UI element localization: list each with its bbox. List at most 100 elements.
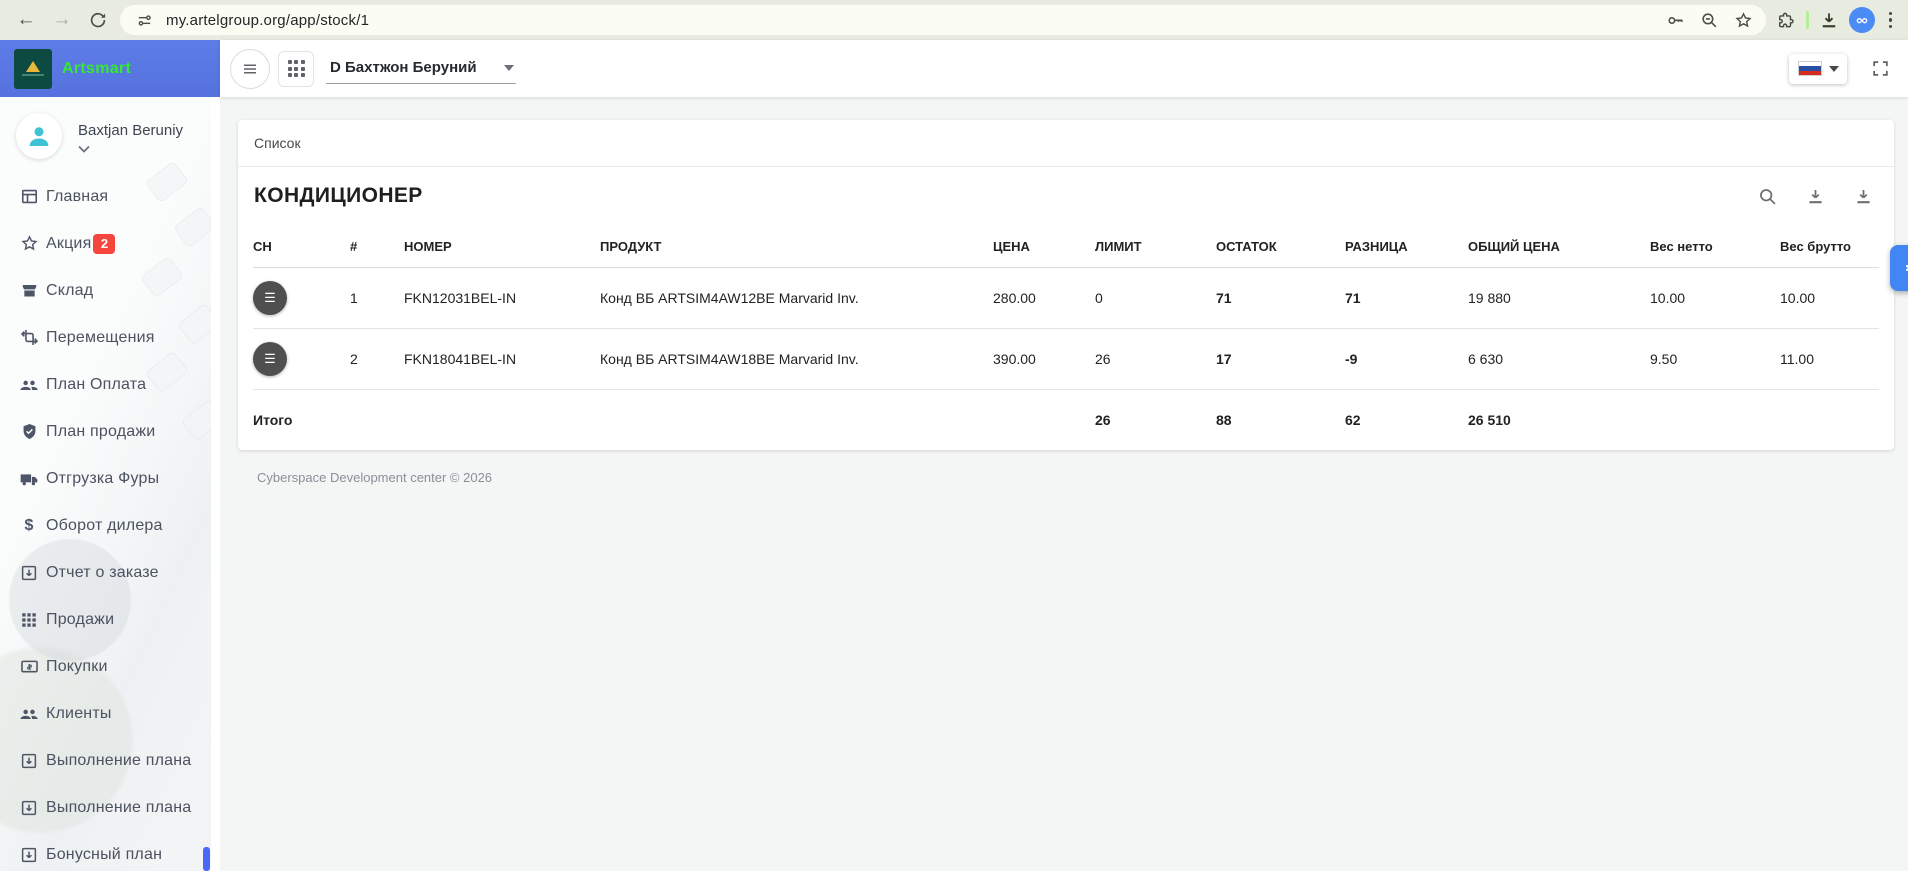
- col-cena: ЦЕНА: [993, 225, 1095, 268]
- browser-toolbar: ← → my.artelgroup.org/app/stock/1: [0, 0, 1908, 40]
- col-ostatok: ОСТАТОК: [1216, 225, 1345, 268]
- user-block[interactable]: Baxtjan Beruniy: [0, 97, 220, 165]
- language-select[interactable]: [1789, 53, 1847, 84]
- people-icon: [19, 704, 39, 724]
- totals-row: Итого 26 88 62 26 510: [253, 390, 1879, 450]
- warehouse-select[interactable]: D Бахтжон Беруний: [326, 53, 516, 84]
- report-icon: [19, 845, 39, 865]
- col-ves-netto: Вес нетто: [1650, 225, 1780, 268]
- fullscreen-icon[interactable]: [1871, 59, 1890, 78]
- col-limit: ЛИМИТ: [1095, 225, 1216, 268]
- dashboard-icon: [19, 187, 39, 207]
- col-raznica: РАЗНИЦА: [1345, 225, 1468, 268]
- report-icon: [19, 563, 39, 583]
- truck-icon: [19, 469, 39, 489]
- table-row: ☰ 1 FKN12031BEL-IN Конд ВБ ARTSIM4AW12BE…: [253, 267, 1879, 329]
- report-icon: [19, 751, 39, 771]
- akciya-count-badge: 2: [93, 233, 116, 254]
- chevron-down-icon[interactable]: [78, 145, 183, 153]
- totals-limit: 26: [1095, 411, 1111, 428]
- sidebar-item-peremeshcheniya[interactable]: Перемещения: [0, 314, 220, 361]
- sidebar-item-plan-oplata[interactable]: План Оплата: [0, 361, 220, 408]
- table-header-row: СН # НОМЕР ПРОДУКТ ЦЕНА ЛИМИТ ОСТАТОК РА…: [253, 225, 1879, 268]
- shield-check-icon: [19, 422, 39, 442]
- warehouse-select-value: D Бахтжон Беруний: [330, 59, 477, 76]
- page-title: КОНДИЦИОНЕР: [254, 184, 423, 207]
- extensions-puzzle-icon[interactable]: [1774, 8, 1798, 32]
- reload-icon[interactable]: [84, 6, 112, 34]
- stock-table: СН # НОМЕР ПРОДУКТ ЦЕНА ЛИМИТ ОСТАТОК РА…: [253, 225, 1879, 450]
- transfer-icon: [19, 328, 39, 348]
- select-caret-icon: [504, 64, 514, 71]
- user-name: Baxtjan Beruniy: [78, 122, 184, 139]
- user-avatar[interactable]: [16, 113, 62, 159]
- download-xls-icon[interactable]: [1802, 183, 1828, 209]
- forward-arrow-icon[interactable]: →: [52, 9, 72, 30]
- purchase-icon: [19, 657, 39, 677]
- people-icon: [19, 375, 39, 395]
- sidebar-item-pokupki[interactable]: Покупки: [0, 643, 220, 690]
- address-bar[interactable]: my.artelgroup.org/app/stock/1: [120, 5, 1766, 35]
- grid-dots-icon: [19, 610, 39, 630]
- row-actions-button[interactable]: ☰: [253, 342, 287, 376]
- sidebar-item-prodazhi[interactable]: Продажи: [0, 596, 220, 643]
- store-icon: [19, 281, 39, 301]
- dollar-icon: $: [24, 516, 34, 534]
- brand-name: Artsmart: [62, 59, 132, 77]
- remainder-value: 71: [1216, 267, 1345, 329]
- tab-spisok[interactable]: Список: [238, 120, 1894, 167]
- settings-gear-button[interactable]: ⚙: [1890, 245, 1908, 291]
- sidebar-item-otgruzka-fury[interactable]: Отгрузка Фуры: [0, 455, 220, 502]
- menu-dots-icon[interactable]: [1883, 11, 1899, 29]
- footer-copyright: Cyberspace Development center © 2026: [257, 469, 493, 485]
- hamburger-menu-icon[interactable]: [230, 48, 270, 89]
- sidebar-item-klienty[interactable]: Клиенты: [0, 690, 220, 737]
- remainder-value: 17: [1216, 328, 1345, 390]
- sidebar-item-glavnaya[interactable]: Главная: [0, 173, 220, 220]
- bookmark-star-icon[interactable]: [1732, 8, 1756, 32]
- key-icon[interactable]: [1664, 8, 1688, 32]
- download-icon[interactable]: [1817, 8, 1841, 32]
- totals-difference: 62: [1345, 411, 1361, 428]
- sidebar-item-plan-prodazhi[interactable]: План продажи: [0, 408, 220, 455]
- content-area: Список КОНДИЦИОНЕР: [220, 97, 1908, 871]
- difference-value: 71: [1345, 267, 1468, 329]
- sidebar-scroll-track: [211, 97, 220, 871]
- url-text[interactable]: my.artelgroup.org/app/stock/1: [166, 11, 370, 29]
- totals-total-price: 26 510: [1468, 411, 1511, 428]
- stock-card: Список КОНДИЦИОНЕР: [238, 120, 1894, 450]
- app-toolbar: D Бахтжон Беруний: [220, 40, 1908, 97]
- star-icon: [19, 234, 39, 254]
- extension-indicator: [1805, 11, 1809, 29]
- sidebar-item-sklad[interactable]: Склад: [0, 267, 220, 314]
- site-settings-icon[interactable]: [132, 8, 156, 32]
- sidebar: Artsmart Baxtjan Beruniy: [0, 40, 220, 871]
- profile-avatar[interactable]: [1848, 7, 1875, 33]
- table-row: ☰ 2 FKN18041BEL-IN Конд ВБ ARTSIM4AW18BE…: [253, 328, 1879, 390]
- back-arrow-icon[interactable]: ←: [16, 9, 36, 30]
- sidebar-item-akciya[interactable]: Акция 2: [0, 220, 220, 267]
- row-actions-button[interactable]: ☰: [253, 281, 287, 315]
- report-icon: [19, 798, 39, 818]
- col-sn: СН: [253, 225, 350, 268]
- col-ves-brutto: Вес брутто: [1780, 225, 1879, 268]
- totals-label: Итого: [253, 411, 293, 428]
- apps-grid-icon[interactable]: [278, 50, 314, 87]
- sidebar-item-bonusnyj-plan[interactable]: Бонусный план: [0, 831, 220, 871]
- russian-flag-icon: [1797, 61, 1822, 76]
- sidebar-item-otchet-o-zakaze[interactable]: Отчет о заказе: [0, 549, 220, 596]
- download-pdf-icon[interactable]: [1850, 183, 1876, 209]
- totals-remainder: 88: [1216, 411, 1232, 428]
- sidebar-item-oborot-dilera[interactable]: $ Оборот дилера: [0, 502, 220, 549]
- difference-value: -9: [1345, 328, 1468, 390]
- sidebar-item-vypolnenie-plana-2[interactable]: Выполнение плана: [0, 784, 220, 831]
- col-nomer: НОМЕР: [404, 225, 600, 268]
- sidebar-item-vypolnenie-plana-1[interactable]: Выполнение плана: [0, 737, 220, 784]
- sidebar-nav: Главная Акция 2 Склад Перемещения: [0, 173, 220, 871]
- col-obshij-cena: ОБЩИЙ ЦЕНА: [1468, 225, 1650, 268]
- zoom-out-icon[interactable]: [1698, 8, 1722, 32]
- col-produkt: ПРОДУКТ: [600, 225, 993, 268]
- search-icon[interactable]: [1754, 183, 1780, 209]
- sidebar-scrollbar-thumb[interactable]: [203, 847, 210, 871]
